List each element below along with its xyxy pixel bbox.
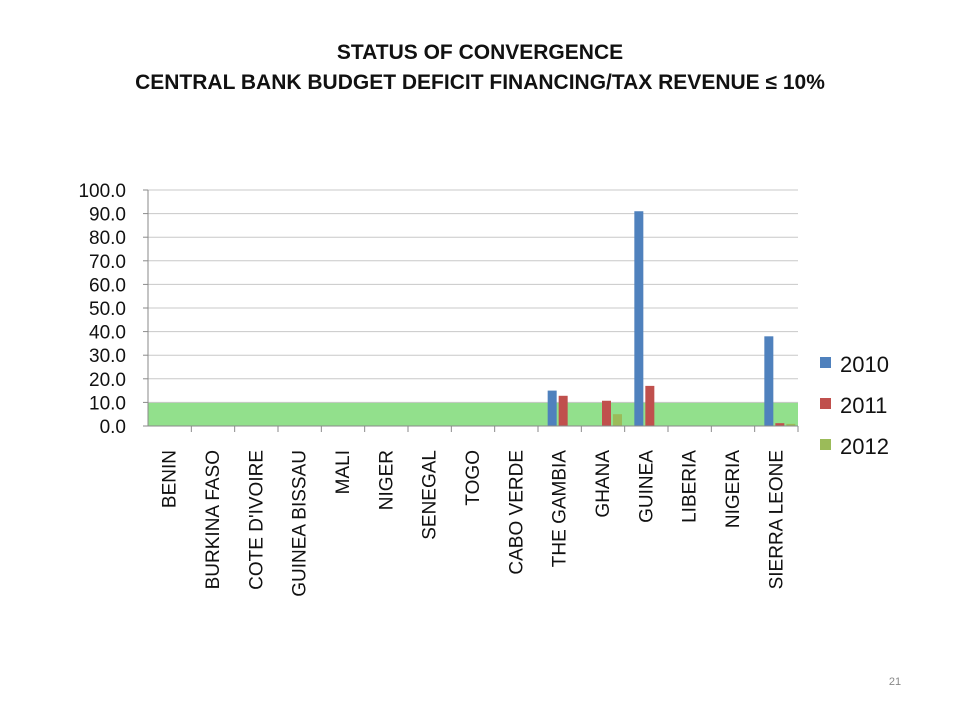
y-tick-label: 80.0 [89, 228, 126, 249]
axes [147, 190, 799, 432]
x-tick-label: NIGERIA [723, 450, 744, 528]
legend-swatch [820, 398, 831, 409]
threshold-band [148, 402, 798, 426]
x-tick-label: GHANA [593, 450, 614, 518]
threshold-band-layer [148, 402, 798, 426]
bar-2011 [558, 395, 568, 426]
legend-label: 2010 [840, 352, 889, 377]
y-tick-label: 0.0 [100, 417, 126, 438]
y-tick-label: 30.0 [89, 346, 126, 367]
y-tick-label: 70.0 [89, 252, 126, 273]
x-tick-label: NIGER [376, 450, 397, 510]
y-tick-label: 60.0 [89, 275, 126, 296]
bar-2011 [645, 385, 655, 426]
y-tick-labels: 0.0 10.020.0 30.040.0 50.0 60.070.0 80.090.0 1… [78, 181, 126, 438]
legend-swatch [820, 357, 831, 368]
slide-subtitle: CENTRAL BANK BUDGET DEFICIT FINANCING/TA… [135, 71, 825, 94]
y-tick-label: 20.0 [89, 370, 126, 391]
slide-title: STATUS OF CONVERGENCE [336, 41, 624, 64]
bars [547, 211, 796, 426]
legend-label: 2012 [840, 434, 889, 459]
legend-swatch [820, 439, 831, 450]
y-tick-label: 10.0 [89, 393, 126, 414]
gridlines [143, 189, 798, 427]
page-number: 21 [888, 676, 902, 688]
x-tick-labels: BENIN BURKINA FASO COTE D'IVOIRE GUINEA BIS… [160, 450, 788, 597]
x-tick-label: TOGO [463, 450, 484, 506]
bar-2010 [764, 336, 774, 426]
bar-2010 [634, 211, 644, 426]
x-tick-label: GUINEA BISSAU [290, 450, 311, 597]
bar-2012 [786, 423, 796, 426]
bar-2011 [775, 423, 785, 426]
x-tick-label: COTE D'IVOIRE [246, 450, 267, 590]
x-tick-label: BURKINA FASO [203, 450, 224, 589]
x-tick-label: SENEGAL [420, 450, 441, 540]
y-tick-label: 100.0 [78, 181, 126, 202]
y-tick-label: 40.0 [89, 323, 126, 344]
bar-2010 [547, 390, 557, 426]
bar-2012 [613, 414, 622, 426]
x-tick-label: CABO VERDE [506, 450, 527, 575]
x-tick-label: SIERRA LEONE [766, 450, 787, 589]
x-tick-label: BENIN [160, 450, 181, 508]
bar-2011 [602, 400, 611, 426]
slide-title-block: STATUS OF CONVERGENCE CENTRAL BANK BUDGE… [0, 38, 960, 98]
x-tick-label: MALI [333, 450, 354, 494]
x-tick-label: THE GAMBIA [550, 450, 571, 568]
x-tick-label: GUINEA [636, 450, 657, 523]
legend-label: 2011 [840, 393, 887, 418]
y-tick-label: 90.0 [89, 205, 126, 226]
y-tick-label: 50.0 [89, 299, 126, 320]
x-tick-label: LIBERIA [680, 450, 701, 523]
legend: 2010 2011 2012 [820, 352, 889, 459]
